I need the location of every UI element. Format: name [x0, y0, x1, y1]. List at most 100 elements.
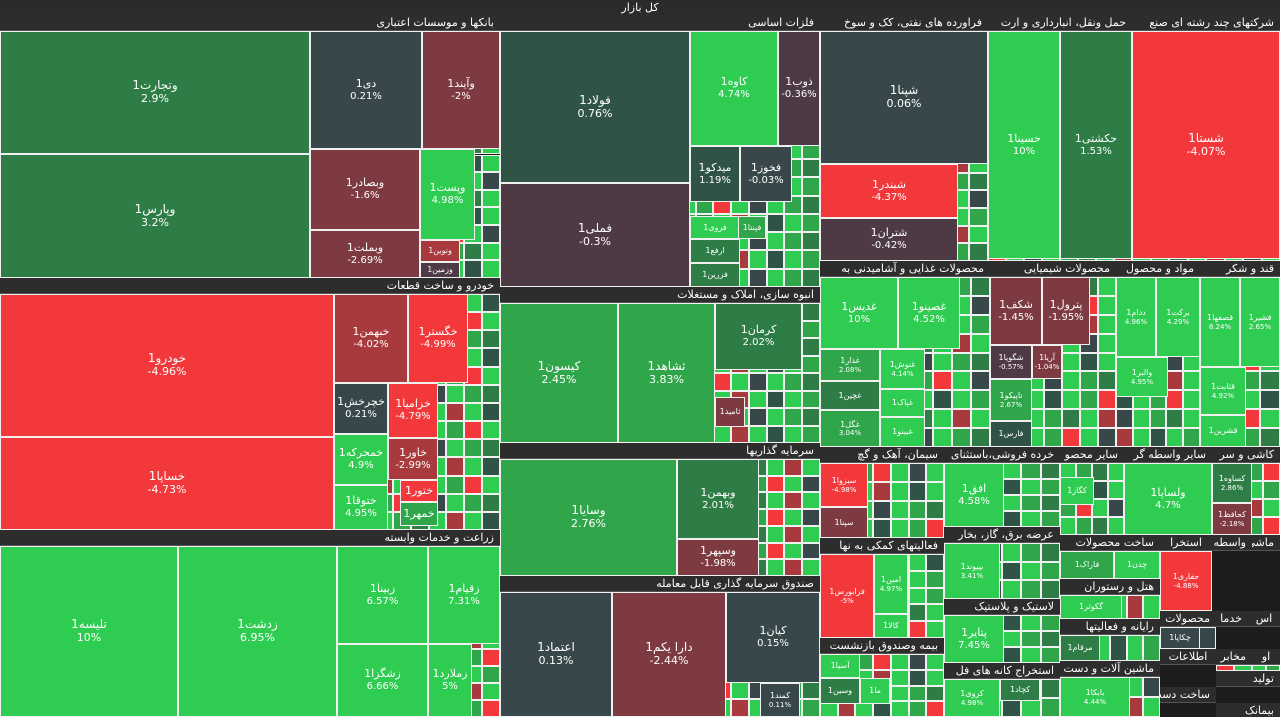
minor-stock-tile[interactable] [1110, 635, 1127, 661]
minor-stock-tile[interactable] [1021, 615, 1041, 631]
sector-5[interactable]: شرکتهای چند رشته ای صنع شستا1 -4.07% [1132, 15, 1280, 261]
sector-7[interactable]: زراعت و خدمات وابسته تلیسه1 10% زدشت1 6.95% ز… [0, 530, 500, 717]
stock-tile[interactable]: خگستر1 -4.99% [408, 294, 468, 383]
minor-stock-tile[interactable] [933, 352, 953, 372]
minor-stock-tile[interactable] [464, 457, 483, 476]
stock-tile[interactable]: فملی1 -0.3% [500, 183, 690, 287]
sector-18[interactable]: سایر واسطه گر ولساپا1 4.7% [1124, 447, 1212, 537]
stock-tile[interactable]: شبندر1 -4.37% [820, 164, 958, 218]
sector-28[interactable]: ماشی [1252, 535, 1280, 551]
minor-stock-tile[interactable] [713, 373, 732, 391]
stock-tile[interactable]: ذوب1 -0.36% [778, 31, 820, 146]
minor-stock-tile[interactable] [1002, 561, 1022, 581]
minor-stock-tile[interactable] [1040, 580, 1060, 599]
minor-stock-tile[interactable] [464, 511, 483, 530]
minor-stock-tile[interactable] [784, 232, 803, 251]
minor-stock-tile[interactable] [1080, 390, 1098, 410]
minor-stock-tile[interactable] [969, 207, 988, 226]
minor-stock-tile[interactable] [802, 373, 820, 391]
minor-stock-tile[interactable] [1021, 561, 1041, 581]
stock-tile[interactable]: غذار1 2.08% [820, 349, 880, 381]
stock-tile[interactable]: وبصادر1 -1.6% [310, 149, 420, 230]
stock-tile[interactable]: آریا1 -1.04% [1032, 345, 1062, 379]
minor-stock-tile[interactable] [1143, 635, 1160, 661]
stock-tile[interactable]: چدن1 [1114, 551, 1160, 579]
stock-tile[interactable]: کحافظ1 -2.18% [1212, 503, 1252, 535]
minor-stock-tile[interactable] [1132, 428, 1150, 447]
minor-stock-tile[interactable] [873, 654, 891, 670]
minor-stock-tile[interactable] [908, 621, 927, 638]
stock-tile[interactable]: وپست1 4.98% [420, 149, 475, 240]
minor-stock-tile[interactable] [482, 330, 500, 349]
minor-stock-tile[interactable] [766, 525, 785, 543]
stock-tile[interactable]: وتجارت1 2.9% [0, 31, 310, 154]
minor-stock-tile[interactable] [1092, 463, 1108, 481]
minor-stock-tile[interactable] [890, 685, 909, 702]
minor-stock-tile[interactable] [1166, 371, 1184, 391]
minor-stock-tile[interactable] [802, 525, 820, 543]
stock-tile[interactable]: پتایر1 7.45% [944, 615, 1004, 663]
minor-stock-tile[interactable] [971, 333, 990, 353]
stock-tile[interactable]: قثابت1 4.92% [1200, 367, 1246, 415]
minor-stock-tile[interactable] [802, 268, 820, 287]
minor-stock-tile[interactable] [446, 439, 465, 458]
sector-30[interactable]: رایانه و فعالیتها مرقام1 [1060, 619, 1160, 661]
minor-stock-tile[interactable] [1116, 409, 1133, 429]
minor-stock-tile[interactable] [1098, 314, 1116, 334]
minor-stock-tile[interactable] [464, 384, 483, 403]
sector-33[interactable]: خدما [1216, 611, 1248, 629]
minor-stock-tile[interactable] [802, 320, 820, 338]
minor-stock-tile[interactable] [890, 463, 909, 482]
minor-stock-tile[interactable] [1092, 481, 1108, 499]
stock-tile[interactable]: برکت1 4.29% [1156, 277, 1200, 357]
minor-stock-tile[interactable] [1092, 517, 1108, 535]
minor-stock-tile[interactable] [971, 390, 990, 410]
minor-stock-tile[interactable] [1098, 390, 1116, 410]
stock-tile[interactable]: ختور1 [400, 480, 438, 502]
stock-tile[interactable]: غگل1 3.04% [820, 410, 880, 447]
minor-stock-tile[interactable] [971, 277, 990, 296]
minor-stock-tile[interactable] [482, 402, 500, 422]
minor-stock-tile[interactable] [1040, 479, 1060, 495]
minor-stock-tile[interactable] [802, 355, 820, 373]
minor-stock-tile[interactable] [1002, 463, 1022, 479]
minor-stock-tile[interactable] [1002, 580, 1022, 599]
minor-stock-tile[interactable] [890, 519, 909, 538]
minor-stock-tile[interactable] [1263, 499, 1280, 517]
minor-stock-tile[interactable] [766, 268, 785, 287]
stock-tile[interactable]: وبهمن1 2.01% [677, 459, 759, 539]
minor-stock-tile[interactable] [784, 542, 803, 560]
stock-tile[interactable]: خمهر1 [400, 502, 438, 526]
stock-tile[interactable]: تاپیکو1 2.67% [990, 379, 1032, 421]
minor-stock-tile[interactable] [890, 669, 909, 686]
stock-tile[interactable]: کساوه1 2.86% [1212, 463, 1252, 503]
minor-stock-tile[interactable] [784, 509, 803, 526]
minor-stock-tile[interactable] [802, 408, 820, 426]
minor-stock-tile[interactable] [482, 225, 500, 243]
minor-stock-tile[interactable] [446, 511, 465, 530]
stock-tile[interactable]: کیان1 0.15% [726, 592, 820, 683]
sector-8[interactable]: انبوه سازی، املاک و مستغلات کیسون1 2.45% ثش… [500, 287, 820, 443]
minor-stock-tile[interactable] [766, 475, 785, 493]
minor-stock-tile[interactable] [1149, 428, 1167, 447]
sector-19[interactable]: کاشی و سر کساوه1 2.86% کحافظ1 -2.18% [1212, 447, 1280, 535]
minor-stock-tile[interactable] [802, 213, 820, 233]
stock-tile[interactable]: کگاز1 [1060, 477, 1094, 505]
minor-stock-tile[interactable] [1021, 511, 1041, 527]
minor-stock-tile[interactable] [1040, 543, 1060, 562]
stock-tile[interactable]: سبزوا1 -4.98% [820, 463, 868, 507]
minor-stock-tile[interactable] [926, 587, 944, 605]
minor-stock-tile[interactable] [1197, 627, 1216, 649]
minor-stock-tile[interactable] [926, 701, 944, 717]
minor-stock-tile[interactable] [1183, 409, 1200, 429]
minor-stock-tile[interactable] [1183, 371, 1200, 391]
stock-tile[interactable]: گکوثر1 [1060, 595, 1122, 619]
minor-stock-tile[interactable] [1166, 409, 1184, 429]
minor-stock-tile[interactable] [926, 604, 944, 622]
minor-stock-tile[interactable] [1263, 481, 1280, 499]
stock-tile[interactable]: پترول1 -1.95% [1042, 277, 1090, 345]
minor-stock-tile[interactable] [802, 542, 820, 560]
minor-stock-tile[interactable] [1098, 295, 1116, 315]
minor-stock-tile[interactable] [446, 402, 465, 422]
minor-stock-tile[interactable] [766, 408, 785, 426]
